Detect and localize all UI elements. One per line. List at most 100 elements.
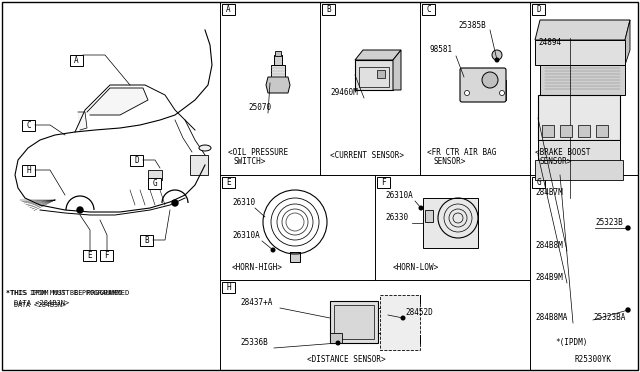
Bar xyxy=(322,4,335,15)
Text: D: D xyxy=(536,5,541,14)
Polygon shape xyxy=(563,60,609,68)
Bar xyxy=(377,177,390,188)
Text: 284B8M: 284B8M xyxy=(535,241,563,250)
Text: E: E xyxy=(87,251,92,260)
Circle shape xyxy=(465,90,470,96)
Circle shape xyxy=(499,90,504,96)
Text: 25323B: 25323B xyxy=(595,218,623,227)
Text: 284B7M: 284B7M xyxy=(535,188,563,197)
Bar xyxy=(190,155,208,175)
Ellipse shape xyxy=(199,145,211,151)
Bar xyxy=(535,160,623,180)
Text: <BRAKE BOOST: <BRAKE BOOST xyxy=(535,148,591,157)
Bar xyxy=(380,295,420,350)
Text: H: H xyxy=(26,166,31,175)
Bar xyxy=(532,177,545,188)
Bar xyxy=(334,305,374,339)
Bar xyxy=(22,165,35,176)
Bar xyxy=(538,140,620,175)
Bar xyxy=(596,125,608,137)
Bar xyxy=(330,301,378,343)
Text: <HORN-LOW>: <HORN-LOW> xyxy=(393,263,439,272)
Text: 98581: 98581 xyxy=(430,45,453,54)
Polygon shape xyxy=(601,60,609,96)
Polygon shape xyxy=(393,50,401,90)
Bar xyxy=(290,252,300,262)
Text: 25070: 25070 xyxy=(248,103,271,112)
Circle shape xyxy=(482,72,498,88)
Text: 26330: 26330 xyxy=(385,213,408,222)
Text: 25336B: 25336B xyxy=(240,338,268,347)
Text: <FR CTR AIR BAG: <FR CTR AIR BAG xyxy=(427,148,497,157)
Text: <DISTANCE SENSOR>: <DISTANCE SENSOR> xyxy=(307,355,386,364)
Bar xyxy=(274,55,282,65)
Bar xyxy=(275,51,281,56)
Text: F: F xyxy=(104,251,109,260)
Polygon shape xyxy=(538,95,620,140)
Text: 28437+A: 28437+A xyxy=(240,298,273,307)
Text: 29460M: 29460M xyxy=(330,88,358,97)
Polygon shape xyxy=(78,112,87,130)
Bar xyxy=(575,72,580,84)
Text: 25385B: 25385B xyxy=(458,21,486,30)
Text: C: C xyxy=(26,121,31,130)
Text: B: B xyxy=(326,5,331,14)
Text: A: A xyxy=(74,56,79,65)
Bar xyxy=(425,210,433,222)
Text: SWITCH>: SWITCH> xyxy=(233,157,266,166)
Text: *(IPDM): *(IPDM) xyxy=(555,338,588,347)
Circle shape xyxy=(419,206,423,210)
Bar xyxy=(271,65,285,77)
Text: *THIS IPDM MUST BE PROGRAMMED: *THIS IPDM MUST BE PROGRAMMED xyxy=(6,290,122,296)
Bar xyxy=(532,4,545,15)
Text: SENSOR>: SENSOR> xyxy=(434,157,467,166)
Bar xyxy=(222,282,235,293)
Bar xyxy=(148,170,162,180)
Text: A: A xyxy=(226,5,231,14)
Text: 25323BA: 25323BA xyxy=(593,313,625,322)
Bar xyxy=(377,70,385,78)
Circle shape xyxy=(271,248,275,252)
Text: E: E xyxy=(226,178,231,187)
Polygon shape xyxy=(87,88,148,115)
Bar xyxy=(423,198,478,248)
Bar xyxy=(222,177,235,188)
Circle shape xyxy=(336,341,340,345)
Text: G: G xyxy=(536,178,541,187)
Text: 26310A: 26310A xyxy=(385,191,413,200)
Text: 26310A: 26310A xyxy=(232,231,260,240)
Bar xyxy=(578,125,590,137)
Bar xyxy=(222,4,235,15)
Text: F: F xyxy=(381,178,386,187)
Circle shape xyxy=(626,226,630,230)
Text: <HORN-HIGH>: <HORN-HIGH> xyxy=(232,263,283,272)
Text: 284B8MA: 284B8MA xyxy=(535,313,568,322)
Text: <CURRENT SENSOR>: <CURRENT SENSOR> xyxy=(330,151,404,160)
Bar xyxy=(130,155,143,166)
Text: *THIS IPDM MUST BE PROGRAMMED: *THIS IPDM MUST BE PROGRAMMED xyxy=(6,290,129,296)
Polygon shape xyxy=(355,50,401,60)
Circle shape xyxy=(172,200,178,206)
Bar xyxy=(330,333,342,343)
Text: DATA <284B3N>: DATA <284B3N> xyxy=(14,300,69,306)
Bar xyxy=(359,67,389,87)
Bar xyxy=(148,178,161,189)
Text: B: B xyxy=(144,236,149,245)
Bar xyxy=(567,72,572,84)
Bar xyxy=(22,120,35,131)
Text: 284B9M: 284B9M xyxy=(535,273,563,282)
Text: R25300YK: R25300YK xyxy=(575,355,612,364)
Polygon shape xyxy=(266,77,290,93)
Circle shape xyxy=(492,50,502,60)
Text: <OIL PRESSURE: <OIL PRESSURE xyxy=(228,148,288,157)
FancyBboxPatch shape xyxy=(460,68,506,102)
Bar xyxy=(542,125,554,137)
Text: 26310: 26310 xyxy=(232,198,255,207)
Circle shape xyxy=(77,207,83,213)
Polygon shape xyxy=(540,65,625,95)
Bar xyxy=(70,55,83,66)
Polygon shape xyxy=(535,20,630,40)
Text: 28452D: 28452D xyxy=(405,308,433,317)
Bar xyxy=(100,250,113,261)
Bar xyxy=(583,72,588,84)
